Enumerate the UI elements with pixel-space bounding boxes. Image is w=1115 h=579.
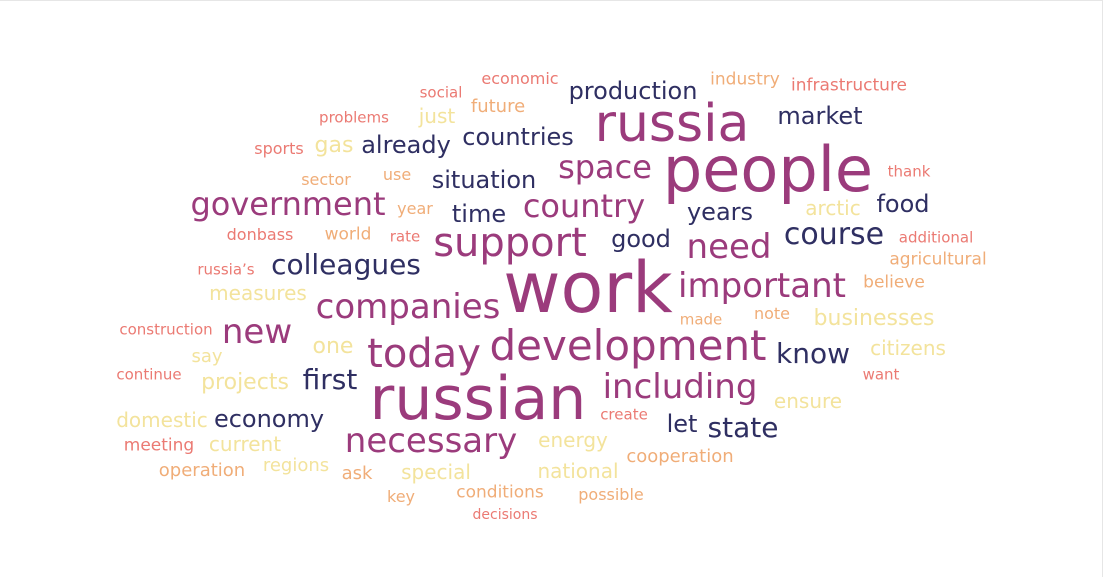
word-good: good bbox=[611, 225, 671, 253]
word-market: market bbox=[777, 102, 863, 130]
word-russian: russian bbox=[369, 364, 587, 434]
word-government: government bbox=[190, 185, 386, 223]
word-believe: believe bbox=[863, 272, 925, 293]
word-create: create bbox=[600, 405, 648, 424]
word-one: one bbox=[312, 334, 354, 359]
word-sports: sports bbox=[254, 139, 304, 158]
word-first: first bbox=[302, 363, 358, 396]
word-made: made bbox=[679, 310, 723, 329]
word-countries: countries bbox=[462, 123, 574, 151]
word-social: social bbox=[419, 83, 463, 102]
word-conditions: conditions bbox=[456, 482, 544, 503]
word-problems: problems bbox=[319, 108, 389, 127]
word-production: production bbox=[568, 77, 698, 105]
word-national: national bbox=[537, 459, 619, 483]
word-gas: gas bbox=[314, 133, 354, 158]
word-companies: companies bbox=[315, 287, 501, 327]
word-meeting: meeting bbox=[123, 435, 195, 456]
word-ensure: ensure bbox=[773, 389, 843, 413]
word-know: know bbox=[776, 337, 850, 370]
word-course: course bbox=[783, 217, 885, 252]
word-let: let bbox=[666, 410, 698, 438]
word-additional: additional bbox=[898, 228, 974, 247]
word-important: important bbox=[678, 266, 846, 306]
word-including: including bbox=[602, 367, 758, 407]
word-industry: industry bbox=[710, 69, 780, 90]
word-just: just bbox=[418, 104, 456, 128]
word-russia: russia bbox=[594, 94, 750, 154]
word-decisions: decisions bbox=[472, 507, 538, 523]
word-russia-s: russia’s bbox=[197, 260, 255, 279]
word-construction: construction bbox=[119, 320, 213, 339]
word-people: people bbox=[662, 133, 874, 206]
word-businesses: businesses bbox=[813, 306, 935, 331]
word-new: new bbox=[221, 312, 293, 352]
word-need: need bbox=[686, 227, 772, 267]
word-colleagues: colleagues bbox=[271, 248, 421, 281]
word-rate: rate bbox=[389, 227, 421, 246]
word-world: world bbox=[324, 224, 372, 245]
word-agricultural: agricultural bbox=[889, 249, 987, 270]
word-country: country bbox=[522, 187, 646, 225]
word-today: today bbox=[367, 331, 481, 377]
word-continue: continue bbox=[116, 365, 182, 384]
word-want: want bbox=[862, 365, 900, 384]
word-measures: measures bbox=[209, 281, 307, 305]
word-space: space bbox=[558, 148, 652, 186]
word-note: note bbox=[753, 304, 791, 323]
word-thank: thank bbox=[887, 162, 931, 181]
word-time: time bbox=[451, 200, 507, 228]
word-use: use bbox=[382, 165, 412, 184]
word-cooperation: cooperation bbox=[626, 446, 734, 467]
word-work: work bbox=[503, 247, 673, 329]
word-regions: regions bbox=[262, 455, 330, 476]
word-energy: energy bbox=[538, 428, 608, 452]
word-projects: projects bbox=[201, 370, 289, 395]
word-sector: sector bbox=[301, 170, 351, 189]
word-years: years bbox=[686, 198, 754, 226]
word-citizens: citizens bbox=[870, 336, 946, 360]
word-operation: operation bbox=[158, 460, 246, 481]
word-donbass: donbass bbox=[226, 225, 294, 244]
word-food: food bbox=[876, 190, 930, 218]
word-necessary: necessary bbox=[344, 421, 518, 461]
word-possible: possible bbox=[578, 485, 644, 504]
word-current: current bbox=[208, 432, 282, 456]
word-ask: ask bbox=[341, 463, 373, 484]
word-arctic: arctic bbox=[805, 196, 861, 220]
word-economy: economy bbox=[213, 405, 325, 433]
word-development: development bbox=[489, 321, 767, 370]
word-key: key bbox=[386, 487, 416, 506]
word-future: future bbox=[470, 96, 526, 117]
word-already: already bbox=[361, 131, 451, 159]
word-situation: situation bbox=[431, 166, 537, 194]
word-say: say bbox=[191, 346, 223, 367]
word-infrastructure: infrastructure bbox=[790, 75, 908, 96]
word-special: special bbox=[401, 460, 471, 484]
word-economic: economic bbox=[481, 69, 559, 88]
word-support: support bbox=[433, 220, 587, 266]
word-state: state bbox=[707, 411, 779, 444]
word-domestic: domestic bbox=[116, 408, 208, 432]
word-year: year bbox=[397, 199, 433, 218]
